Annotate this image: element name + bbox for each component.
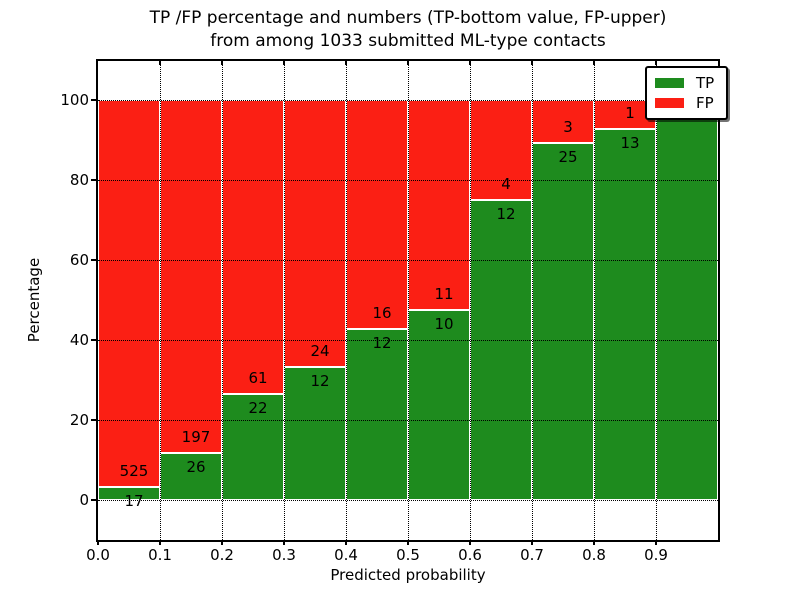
horizontal-gridline bbox=[98, 340, 718, 341]
vertical-gridline bbox=[160, 61, 161, 540]
vertical-gridline bbox=[284, 61, 285, 540]
bar-segment-tp bbox=[594, 128, 656, 500]
vertical-gridline bbox=[408, 61, 409, 540]
bar-segment-fp bbox=[160, 100, 222, 454]
legend-item-fp: FP bbox=[655, 93, 714, 113]
bar-segment-tp bbox=[408, 309, 470, 500]
bar-label-tp: 12 bbox=[310, 371, 330, 390]
vertical-gridline bbox=[222, 61, 223, 540]
x-tick-label: 0.6 bbox=[458, 546, 482, 564]
vertical-gridline bbox=[594, 61, 595, 540]
y-tick-label: 60 bbox=[69, 251, 89, 269]
fp-color-swatch bbox=[655, 98, 684, 108]
bar-segment-fp bbox=[222, 100, 284, 394]
vertical-gridline bbox=[470, 61, 471, 540]
x-tick-mark bbox=[221, 540, 223, 545]
bar-segment-fp bbox=[284, 100, 346, 367]
bar-label-fp: 11 bbox=[434, 284, 454, 303]
bar-label-fp: 525 bbox=[119, 462, 149, 481]
vertical-gridline bbox=[346, 61, 347, 540]
chart-title-line1: TP /FP percentage and numbers (TP-bottom… bbox=[149, 8, 667, 28]
x-tick-mark bbox=[469, 540, 471, 545]
bar-segment-fp bbox=[346, 100, 408, 329]
x-tick-label: 0.3 bbox=[272, 546, 296, 564]
bar-label-fp: 3 bbox=[563, 117, 573, 136]
tp-color-swatch bbox=[655, 78, 684, 88]
plot-area: 1752526197226112241216101112425313142 bbox=[96, 59, 720, 542]
y-tick-mark bbox=[91, 499, 96, 501]
bar-label-tp: 26 bbox=[186, 458, 206, 477]
vertical-gridline bbox=[656, 61, 657, 540]
y-tick-label: 100 bbox=[60, 91, 89, 109]
y-tick-label: 80 bbox=[69, 171, 89, 189]
bar-label-fp: 61 bbox=[248, 368, 268, 387]
chart-title: TP /FP percentage and numbers (TP-bottom… bbox=[98, 7, 718, 53]
y-tick-mark bbox=[91, 99, 96, 101]
bar-label-fp: 4 bbox=[501, 175, 511, 193]
y-tick-mark bbox=[91, 339, 96, 341]
legend-label: TP bbox=[696, 74, 715, 92]
x-tick-label: 0.7 bbox=[520, 546, 544, 564]
bar-segment-fp bbox=[98, 100, 160, 488]
bar-label-fp: 1 bbox=[625, 103, 635, 122]
bar-label-tp: 12 bbox=[496, 205, 516, 223]
x-tick-label: 0.2 bbox=[210, 546, 234, 564]
bar-label-tp: 25 bbox=[558, 147, 578, 166]
x-tick-mark bbox=[407, 540, 409, 545]
x-tick-label: 0.9 bbox=[644, 546, 668, 564]
bar-segment-tp bbox=[470, 200, 532, 500]
bar-label-tp: 10 bbox=[434, 314, 454, 333]
bar-segment-tp bbox=[346, 328, 408, 500]
y-tick-mark bbox=[91, 259, 96, 261]
x-tick-mark bbox=[531, 540, 533, 545]
bar-label-tp: 17 bbox=[124, 492, 144, 511]
horizontal-gridline bbox=[98, 260, 718, 261]
bar-label-tp: 22 bbox=[248, 398, 268, 417]
y-axis-title: Percentage bbox=[25, 257, 43, 343]
y-tick-label: 20 bbox=[69, 411, 89, 429]
vertical-gridline bbox=[532, 61, 533, 540]
x-tick-label: 0.8 bbox=[582, 546, 606, 564]
y-tick-mark bbox=[91, 179, 96, 181]
bar-label-fp: 24 bbox=[310, 341, 330, 360]
x-tick-mark bbox=[655, 540, 657, 545]
bar-label-fp: 16 bbox=[372, 303, 392, 322]
x-tick-mark bbox=[97, 540, 99, 545]
x-tick-mark bbox=[345, 540, 347, 545]
x-tick-label: 0.1 bbox=[148, 546, 172, 564]
bar-segment-tp bbox=[222, 393, 284, 500]
x-tick-mark bbox=[159, 540, 161, 545]
bar-label-tp: 13 bbox=[620, 133, 640, 152]
y-tick-mark bbox=[91, 419, 96, 421]
bar-segment-fp bbox=[408, 100, 470, 310]
x-axis-title: Predicted probability bbox=[330, 566, 486, 584]
x-tick-mark bbox=[283, 540, 285, 545]
x-tick-mark bbox=[593, 540, 595, 545]
x-tick-label: 0.5 bbox=[396, 546, 420, 564]
bar-label-tp: 12 bbox=[372, 333, 392, 352]
y-tick-label: 0 bbox=[79, 491, 89, 509]
bar-segment-tp bbox=[284, 366, 346, 500]
legend-item-tp: TP bbox=[655, 73, 714, 93]
bar-segment-tp bbox=[656, 100, 718, 500]
horizontal-gridline bbox=[98, 500, 718, 501]
x-tick-label: 0.0 bbox=[86, 546, 110, 564]
horizontal-gridline bbox=[98, 420, 718, 421]
bar-segment-tp bbox=[98, 487, 160, 500]
bar-segment-tp bbox=[160, 453, 222, 500]
bar-segment-tp bbox=[532, 142, 594, 500]
chart-title-line2: from among 1033 submitted ML-type contac… bbox=[210, 31, 606, 51]
y-tick-label: 40 bbox=[69, 331, 89, 349]
horizontal-gridline bbox=[98, 100, 718, 101]
bar-label-fp: 197 bbox=[181, 428, 211, 447]
x-tick-label: 0.4 bbox=[334, 546, 358, 564]
horizontal-gridline bbox=[98, 180, 718, 181]
legend-label: FP bbox=[696, 94, 714, 112]
legend: TP FP bbox=[645, 66, 729, 120]
